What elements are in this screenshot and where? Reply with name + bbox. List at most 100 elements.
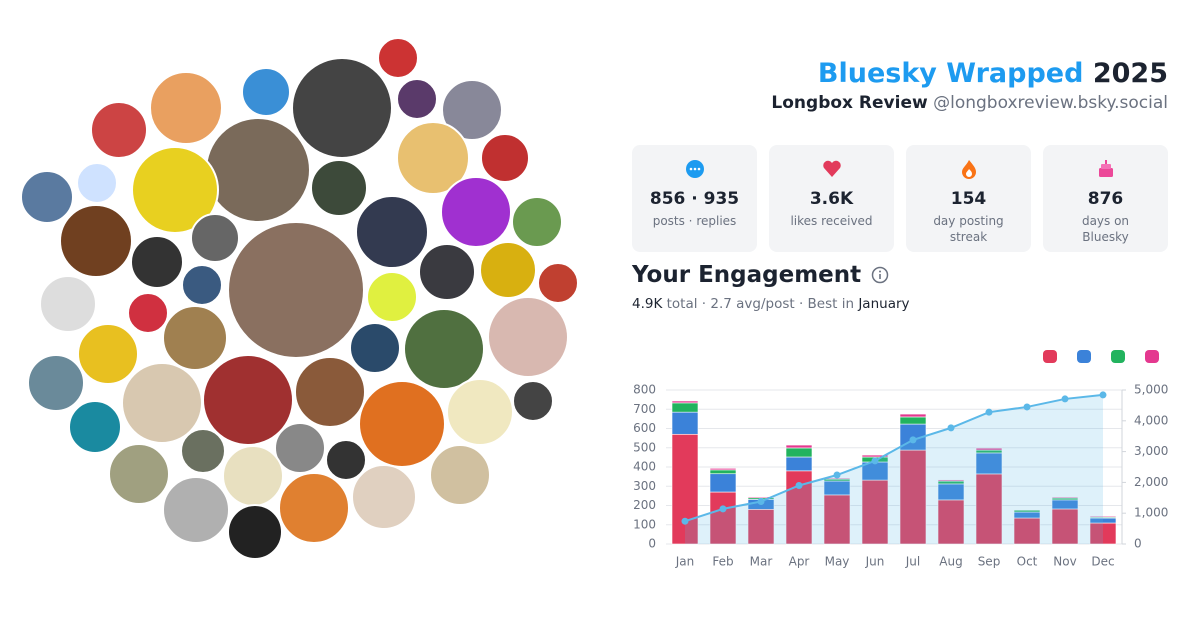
bar-segment: [1013, 511, 1041, 519]
engagement-heading: Your Engagement: [632, 262, 910, 288]
line-area: [685, 394, 1103, 544]
avatar: [162, 305, 228, 371]
bar-segment: [671, 402, 699, 413]
info-icon[interactable]: [871, 266, 889, 284]
bar-segment: [671, 411, 699, 435]
icon: [961, 160, 976, 179]
bar-segment: [1089, 522, 1117, 545]
avatar: [108, 443, 170, 505]
avatar: [39, 275, 97, 333]
avatar: [68, 400, 122, 454]
title-year: 2025: [1092, 58, 1168, 89]
bar-segment: [671, 433, 699, 545]
avatar: [27, 354, 85, 412]
bar-segment: [747, 509, 775, 545]
avatar: [77, 323, 139, 385]
y2-tick-label: 0: [1134, 537, 1142, 551]
x-tick-label: Nov: [1053, 555, 1076, 569]
line-point: [833, 471, 841, 479]
avatar: [358, 380, 446, 468]
avatar: [190, 213, 240, 263]
bar-segment: [785, 444, 813, 449]
bar-segment: [937, 479, 965, 482]
avatar: [349, 322, 401, 374]
avatar: [76, 162, 118, 204]
avatar: [351, 464, 417, 530]
stat-value: 876: [1087, 189, 1124, 209]
legend-icon[interactable]: [1111, 350, 1125, 363]
x-tick-label: Jun: [865, 555, 885, 569]
line-point: [909, 436, 917, 444]
y-tick-label: 200: [633, 498, 656, 512]
legend-icon[interactable]: [1145, 350, 1159, 363]
title-brand: Bluesky Wrapped: [817, 58, 1084, 89]
bar-segment: [1051, 497, 1079, 501]
avatar: [227, 504, 283, 560]
stat-label: posts · replies: [652, 214, 737, 228]
y-tick-label: 400: [633, 460, 656, 474]
y-tick-label: 700: [633, 402, 656, 416]
bar-segment: [747, 497, 775, 500]
line-point: [985, 408, 993, 416]
line-point: [757, 497, 765, 505]
x-tick-label: Jul: [905, 555, 920, 569]
bar-segment: [937, 483, 965, 501]
y-tick-label: 100: [633, 517, 656, 531]
bar-segment: [1013, 509, 1041, 513]
avatar: [149, 71, 223, 145]
engagement-title: Your Engagement: [632, 262, 862, 288]
legend-icon[interactable]: [1077, 350, 1091, 363]
avatar: [291, 57, 393, 159]
bar-segment: [747, 499, 775, 510]
display-name: Longbox Review: [771, 93, 928, 113]
avatar: [59, 204, 133, 278]
bar-segment: [937, 499, 965, 545]
y2-tick-label: 4,000: [1134, 413, 1168, 427]
bar-segment: [747, 496, 775, 499]
y-tick-label: 800: [633, 383, 656, 397]
x-tick-label: Feb: [712, 555, 733, 569]
avatar: [205, 117, 311, 223]
avatar: [396, 78, 438, 120]
bar-segment: [785, 447, 813, 458]
stat-value: 856 · 935: [649, 189, 740, 209]
bar-segment: [861, 454, 889, 458]
legend-icon[interactable]: [1043, 350, 1057, 363]
bar-segment: [709, 473, 737, 493]
avatar: [162, 476, 230, 544]
bar-segment: [709, 468, 737, 471]
bar-segment: [899, 413, 927, 418]
y2-tick-label: 2,000: [1134, 475, 1168, 489]
avatar: [429, 444, 491, 506]
bar-segment: [975, 447, 1003, 451]
line-point: [1023, 403, 1031, 411]
x-tick-label: Oct: [1017, 555, 1038, 569]
engagement-summary: 4.9K total · 2.7 avg/post · Best in Janu…: [632, 296, 910, 312]
stat-label: days on Bluesky: [1081, 214, 1130, 244]
avatar: [131, 146, 219, 234]
x-tick-label: Apr: [789, 555, 810, 569]
bar-segment: [975, 452, 1003, 475]
bar-segment: [937, 480, 965, 485]
bar-segment: [1051, 499, 1079, 510]
avatar: [20, 170, 74, 224]
y2-tick-label: 3,000: [1134, 444, 1168, 458]
stat-card: 876 days on Bluesky: [1043, 145, 1168, 252]
stat-card: 856 · 935 posts · replies: [632, 145, 757, 252]
bar-segment: [899, 423, 927, 451]
bar-segment: [823, 477, 851, 480]
bar-segment: [671, 400, 699, 404]
avatar: [446, 378, 514, 446]
handle: @longboxreview.bsky.social: [933, 93, 1168, 113]
stat-value: 154: [950, 189, 987, 209]
profile: Longbox Review @longboxreview.bsky.socia…: [771, 93, 1168, 113]
x-tick-label: Mar: [750, 555, 773, 569]
avatar: [202, 354, 294, 446]
bar-segment: [975, 473, 1003, 545]
avatar: [310, 159, 368, 217]
avatar: [241, 67, 291, 117]
avatar: [440, 176, 512, 248]
bar-segment: [823, 478, 851, 482]
